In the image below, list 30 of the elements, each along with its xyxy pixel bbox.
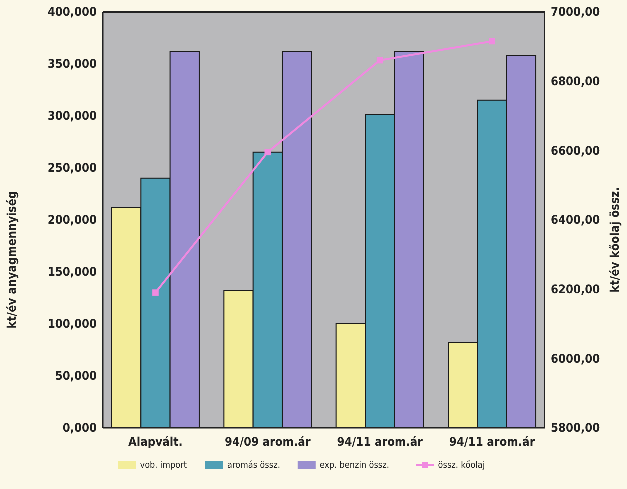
y-tick-label: 400,000: [48, 5, 97, 20]
y2-tick-label: 5800,00: [551, 421, 600, 436]
point: [376, 57, 384, 64]
y2-tick-label: 7000,00: [551, 5, 600, 20]
legend-label: össz. kőolaj: [438, 460, 486, 472]
x-tick-label: Alapvált.: [128, 435, 183, 449]
y2-tick-label: 6400,00: [551, 213, 600, 228]
y2-tick-label: 6000,00: [551, 352, 600, 366]
y-tick-label: 100,000: [48, 317, 97, 332]
y-tick-label: 150,000: [48, 265, 97, 280]
y-axis-title: kt/év anyagmennyiség: [5, 191, 19, 329]
y-tick-label: 300,000: [48, 109, 97, 124]
point: [489, 38, 496, 45]
point: [152, 290, 159, 296]
y-tick-label: 50,000: [55, 369, 97, 384]
y-tick-label: 250,000: [48, 161, 97, 176]
x-tick-label: 94/09 arom.ár: [225, 435, 312, 449]
y-tick-label: 0,000: [62, 421, 97, 436]
y2-axis-title: kt/év kőolaj össz.: [608, 187, 622, 293]
y2-tick-label: 6200,00: [551, 282, 600, 297]
x-tick-label: 94/11 arom.ár: [337, 435, 424, 449]
x-tick-label: 94/11 arom.ár: [449, 435, 536, 449]
y2-tick-label: 6600,00: [551, 144, 600, 158]
point: [264, 149, 272, 156]
legend-label: vob. import: [140, 461, 188, 472]
legend-label: exp. benzin össz.: [320, 461, 390, 472]
y2-tick-label: 6800,00: [551, 74, 600, 89]
legend-label: aromás össz.: [228, 460, 280, 472]
y-tick-label: 200,000: [48, 213, 97, 228]
y-tick-label: 350,000: [48, 57, 97, 72]
